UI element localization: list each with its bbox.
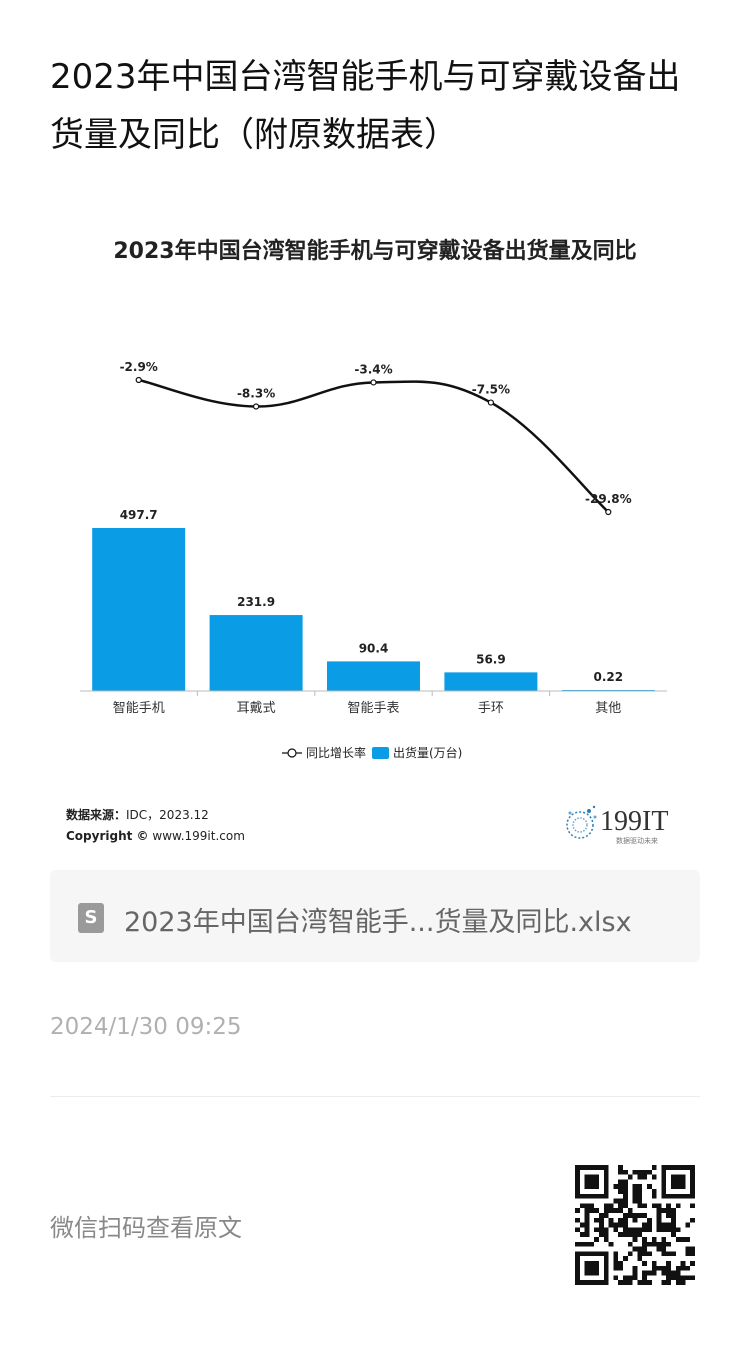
file-attachment[interactable]: S 2023年中国台湾智能手...货量及同比.xlsx bbox=[50, 870, 700, 962]
spreadsheet-file-icon: S bbox=[78, 903, 104, 933]
bar-value-label: 90.4 bbox=[359, 641, 389, 655]
qr-code[interactable] bbox=[575, 1165, 695, 1285]
growth-rate-label: -29.8% bbox=[585, 492, 632, 506]
read-original-hint: 微信扫码查看原文 bbox=[50, 1214, 242, 1242]
bar-value-label: 231.9 bbox=[237, 595, 275, 609]
file-name[interactable]: 2023年中国台湾智能手...货量及同比.xlsx bbox=[124, 907, 632, 938]
legend-bar-swatch bbox=[372, 747, 389, 759]
growth-rate-point bbox=[253, 403, 260, 410]
growth-rate-label: -2.9% bbox=[120, 360, 158, 374]
bar-3 bbox=[444, 672, 538, 691]
legend-line-label: 同比增长率 bbox=[306, 745, 366, 760]
post-date: 2024/1/30 09:25 bbox=[50, 1014, 242, 1040]
bar-value-label: 0.22 bbox=[593, 670, 623, 684]
chart-card: 2023年中国台湾智能手机与可穿戴设备出货量及同比 497.7 231.9 90.4… bbox=[50, 215, 700, 855]
dandelion-icon bbox=[566, 805, 597, 839]
chart-title: 2023年中国台湾智能手机与可穿戴设备出货量及同比 bbox=[113, 238, 636, 264]
growth-rate-point bbox=[135, 376, 142, 384]
growth-rate-point bbox=[487, 399, 494, 406]
category-label: 其他 bbox=[595, 701, 621, 716]
category-label: 手环 bbox=[478, 701, 504, 716]
source-value: IDC，2023.12 bbox=[126, 808, 209, 822]
growth-rate-label: -8.3% bbox=[237, 386, 275, 400]
chart: 2023年中国台湾智能手机与可穿戴设备出货量及同比 497.7 231.9 90.4… bbox=[80, 238, 667, 760]
bar-0 bbox=[92, 528, 186, 691]
divider bbox=[50, 1096, 700, 1097]
source-block: 数据来源：IDC，2023.12 Copyright © www.199it.c… bbox=[66, 805, 245, 847]
bar-1 bbox=[209, 615, 303, 691]
legend-line-marker bbox=[287, 748, 297, 758]
copyright-label: Copyright © bbox=[66, 829, 149, 843]
copyright-value: www.199it.com bbox=[152, 829, 245, 843]
bar-value-label: 56.9 bbox=[476, 652, 506, 666]
bar-2 bbox=[327, 661, 420, 691]
growth-rate-label: -7.5% bbox=[472, 383, 510, 397]
brand-name: 199IT bbox=[600, 806, 668, 837]
category-label: 智能手机 bbox=[113, 701, 165, 716]
bar-value-label: 497.7 bbox=[120, 508, 158, 522]
source-label: 数据来源： bbox=[66, 808, 127, 822]
growth-rate-point bbox=[605, 508, 612, 516]
article-title: 2023年中国台湾智能手机与可穿戴设备出货量及同比（附原数据表） bbox=[50, 57, 681, 155]
growth-rate-label: -3.4% bbox=[354, 362, 392, 376]
category-label: 耳戴式 bbox=[237, 701, 276, 716]
brand-logo: 199IT 数据驱动未来 bbox=[566, 805, 668, 845]
brand-tagline: 数据驱动未来 bbox=[616, 836, 658, 845]
growth-rate-point bbox=[370, 379, 377, 386]
category-label: 智能手表 bbox=[347, 701, 399, 716]
legend-bar-label: 出货量(万台) bbox=[393, 745, 462, 760]
growth-rate-line bbox=[138, 378, 610, 513]
